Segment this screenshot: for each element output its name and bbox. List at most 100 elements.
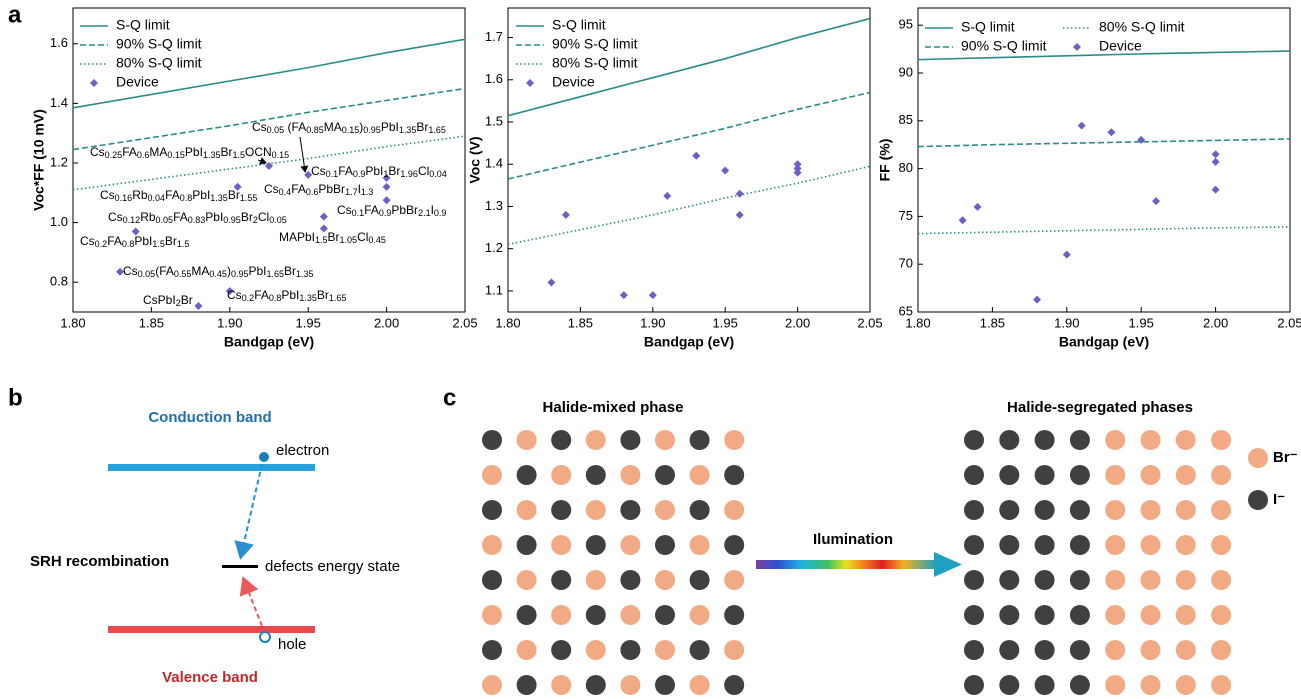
x-tick-label: 1.80 — [905, 315, 930, 330]
ion — [1034, 605, 1055, 625]
ion — [964, 605, 984, 625]
ion — [585, 500, 606, 520]
legend-label: Br⁻ — [1273, 449, 1298, 466]
ion — [964, 430, 984, 450]
point — [1107, 128, 1116, 137]
y-tick-label: 1.1 — [485, 282, 503, 297]
plot-frame — [72, 7, 466, 313]
point — [382, 182, 391, 191]
ion — [964, 535, 984, 555]
ion — [689, 675, 710, 695]
x-tick-label: 1.85 — [980, 315, 1005, 330]
point — [265, 161, 273, 170]
ion — [689, 465, 710, 485]
ion — [551, 605, 572, 625]
point — [721, 166, 730, 175]
x-tick-label: 1.95 — [713, 315, 738, 330]
panel-label: a — [8, 1, 22, 28]
point — [1137, 135, 1146, 144]
ion — [724, 465, 745, 485]
point — [793, 160, 802, 169]
x-tick-label: 1.90 — [1054, 315, 1079, 330]
ion — [999, 535, 1020, 555]
x-axis-title: Bandgap (eV) — [644, 334, 734, 350]
ion — [655, 570, 675, 590]
ion — [482, 640, 502, 660]
ion — [516, 605, 537, 625]
data-label: Cs0.05 (FA0.85MA0.15)0.95PbI1.35Br1.65 — [252, 120, 446, 135]
legend-marker — [90, 79, 98, 87]
ion — [964, 675, 984, 695]
ion — [551, 500, 572, 520]
ion — [1034, 465, 1055, 485]
ion — [620, 430, 641, 450]
panel-label: c — [443, 384, 456, 411]
ion — [620, 570, 641, 590]
illumination-arrow — [756, 560, 936, 569]
line — [508, 17, 870, 117]
label-arrow — [299, 136, 309, 173]
ion — [1175, 465, 1196, 485]
point — [1152, 197, 1161, 206]
data-label: Cs0.2FA0.8PbI1.5Br1.5 — [80, 234, 189, 249]
ion — [1140, 605, 1161, 625]
y-tick-label: 1.2 — [485, 240, 503, 255]
ion — [724, 570, 745, 590]
conduction-label: Conduction band — [148, 409, 271, 426]
x-tick-label: 2.00 — [1203, 315, 1228, 330]
ion — [516, 535, 537, 555]
defect-label: defects energy state — [265, 558, 400, 575]
ion — [482, 535, 502, 555]
ion — [516, 570, 537, 590]
ion — [585, 640, 606, 660]
ion — [1105, 535, 1126, 555]
ion — [585, 535, 606, 555]
x-tick-label: 2.00 — [374, 315, 399, 330]
point — [382, 173, 391, 182]
y-tick-label: 1.2 — [50, 154, 68, 169]
segregated-title: Halide-segregated phases — [1007, 399, 1193, 416]
point — [793, 168, 802, 177]
y-tick-label: 80 — [899, 160, 913, 175]
data-label: Cs0.1FA0.9PbI1Br1.96Cl0.04 — [311, 164, 447, 179]
ion — [1211, 605, 1232, 625]
y-axis-title: Voc (V) — [467, 136, 483, 183]
line — [73, 87, 465, 151]
x-tick-label: 1.80 — [60, 315, 85, 330]
point — [1211, 150, 1220, 159]
legend-label: 80% S-Q limit — [552, 55, 638, 71]
y-tick-label: 1.6 — [50, 35, 68, 50]
point — [1211, 185, 1220, 194]
ion — [585, 465, 606, 485]
data-label: Cs0.16Rb0.04FA0.8PbI1.35Br1.55 — [100, 188, 257, 203]
ion — [655, 465, 675, 485]
point — [116, 267, 125, 276]
legend-marker — [526, 79, 534, 87]
ion — [1105, 640, 1126, 660]
defect-level — [222, 565, 258, 568]
ion — [1105, 465, 1126, 485]
ion — [551, 675, 572, 695]
legend-label: Device — [116, 74, 159, 90]
point — [194, 302, 203, 311]
line — [508, 165, 870, 246]
ion — [724, 500, 745, 520]
point — [793, 164, 802, 173]
ion — [1105, 430, 1126, 450]
segregation-diagram: Halide-mixed phase Halide-segregated pha… — [482, 399, 1298, 695]
point — [735, 189, 744, 198]
data-label: Cs0.05(FA0.55MA0.45)0.95PbI1.65Br1.35 — [123, 264, 314, 279]
legend-label: S-Q limit — [116, 17, 170, 33]
chart: 1.80 1.85 1.90 1.95 2.00 2.05 65 70 75 80 85 90 95 Ba… — [877, 7, 1301, 350]
panel-label: b — [8, 384, 23, 411]
ion — [964, 640, 984, 660]
y-tick-label: 95 — [899, 17, 913, 32]
arrow-head — [934, 552, 962, 577]
ion — [724, 605, 745, 625]
ion — [551, 535, 572, 555]
ion — [1140, 640, 1161, 660]
point — [663, 191, 672, 200]
ion — [999, 465, 1020, 485]
ion — [999, 605, 1020, 625]
plot-area — [508, 17, 870, 300]
